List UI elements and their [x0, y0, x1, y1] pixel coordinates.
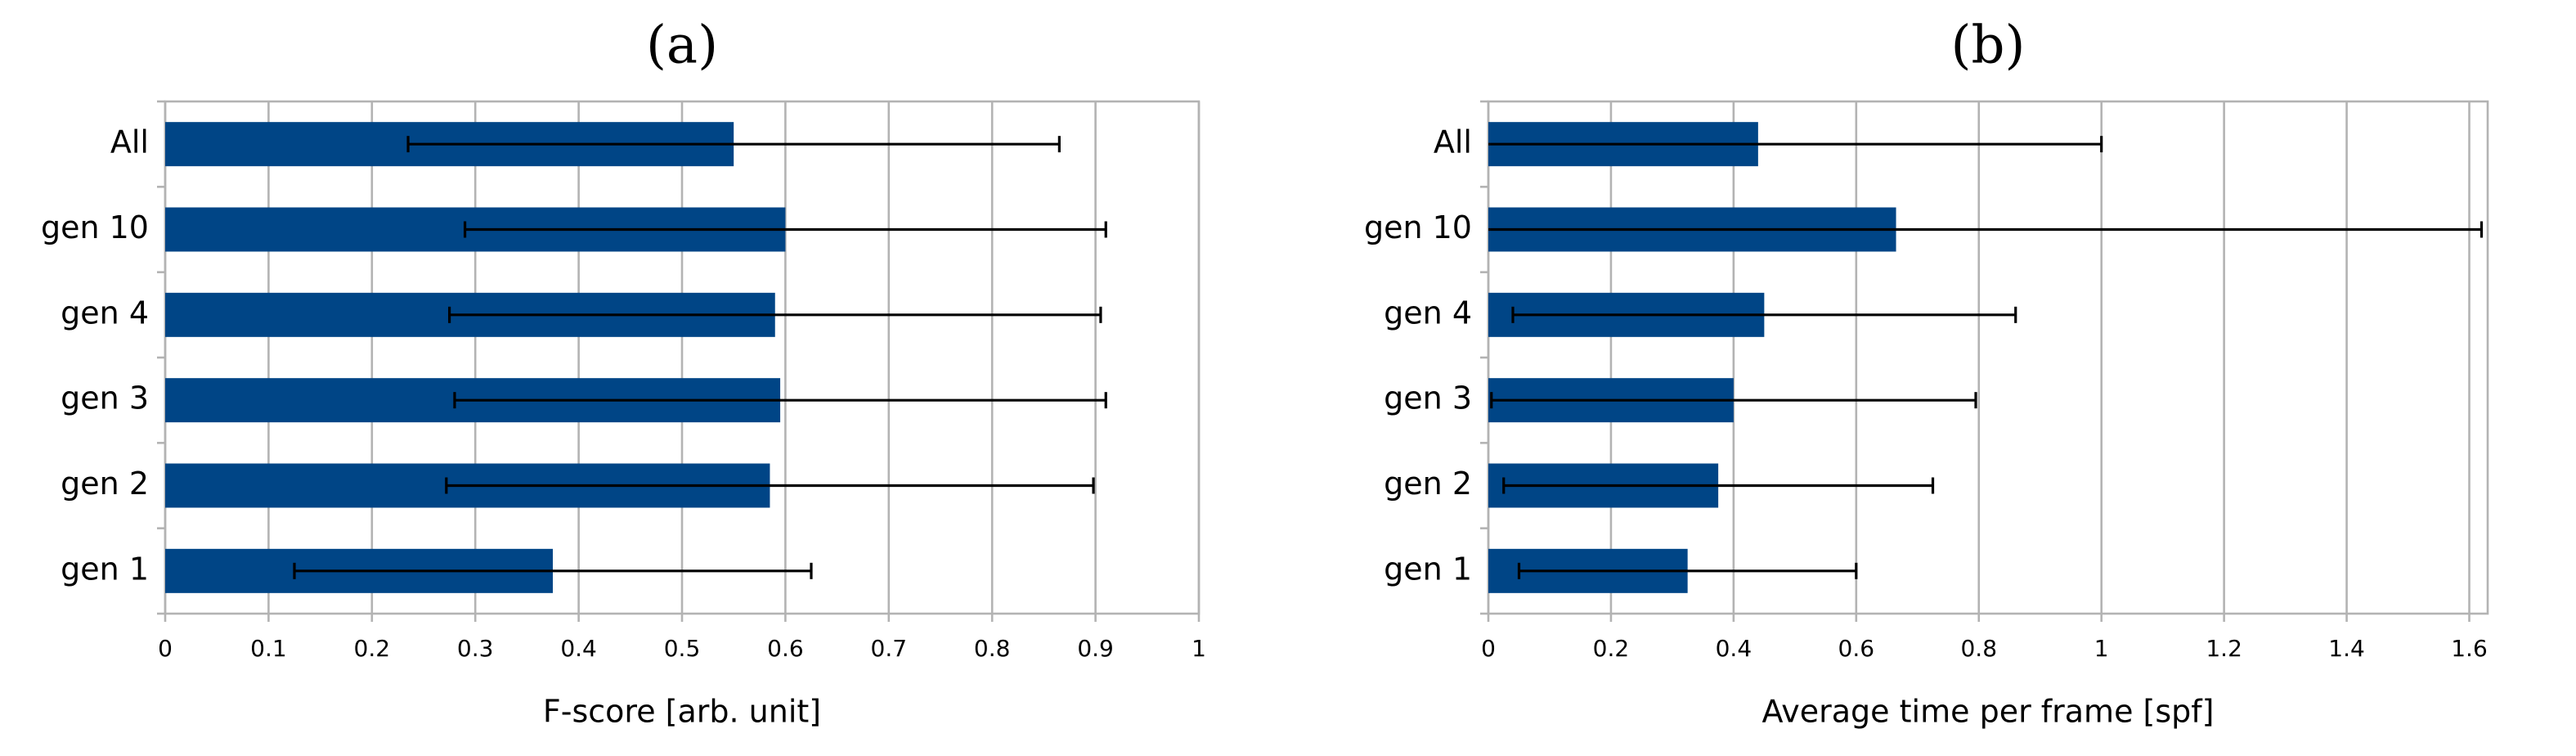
- y-tick-label: gen 3: [1384, 380, 1472, 416]
- y-tick-label: gen 1: [61, 551, 149, 587]
- error-bar: [453, 392, 1107, 409]
- bars: [1488, 122, 2484, 593]
- error-bar: [463, 221, 1107, 238]
- error-bar: [1488, 136, 2103, 153]
- x-tick-label: 0.6: [767, 635, 804, 662]
- x-tick-label: 1: [1192, 635, 1206, 662]
- plot-border: [1487, 100, 2489, 615]
- x-tick-label: 0.6: [1838, 635, 1875, 662]
- x-tick-label: 0.3: [457, 635, 494, 662]
- y-tick-label: gen 4: [61, 295, 149, 331]
- x-tick-label: 0.8: [974, 635, 1011, 662]
- x-tick-label: 0.5: [664, 635, 701, 662]
- error-bar: [1517, 562, 1858, 579]
- x-tick-label: 0: [1481, 635, 1496, 662]
- y-tick-label: gen 2: [61, 466, 149, 502]
- chart-title: (b): [1951, 16, 2026, 76]
- x-axis-label: F-score [arb. unit]: [543, 694, 821, 730]
- x-tick-label: 0.4: [560, 635, 597, 662]
- y-tick-label: gen 2: [1384, 466, 1472, 502]
- x-tick-label: 1.6: [2451, 635, 2488, 662]
- y-tick-label: gen 4: [1384, 295, 1472, 331]
- bars: [165, 122, 1107, 593]
- x-axis-label: Average time per frame [spf]: [1762, 694, 2215, 730]
- y-tick-label: All: [1434, 124, 1472, 160]
- x-tick-label: 0.8: [1960, 635, 1997, 662]
- x-tick-label: 0.2: [1593, 635, 1630, 662]
- error-bar: [1502, 477, 1935, 494]
- x-tick-label: 0.9: [1077, 635, 1114, 662]
- chart-title: (a): [646, 16, 718, 76]
- plot: [1480, 100, 2489, 622]
- error-bar: [1490, 392, 1977, 409]
- x-tick-label: 0: [158, 635, 173, 662]
- y-tick-label: All: [110, 124, 149, 160]
- error-bar: [1511, 306, 2017, 323]
- error-bar: [406, 136, 1061, 153]
- x-tick-label: 1: [2094, 635, 2109, 662]
- x-tick-label: 1.4: [2328, 635, 2365, 662]
- x-tick-label: 1.2: [2206, 635, 2242, 662]
- x-tick-label: 0.4: [1716, 635, 1752, 662]
- x-tick-label: 0.2: [354, 635, 391, 662]
- y-tick-label: gen 10: [1364, 209, 1472, 245]
- y-tick-label: gen 1: [1384, 551, 1472, 587]
- error-bar: [1488, 221, 2484, 238]
- plot: [157, 100, 1200, 622]
- error-bar: [445, 477, 1095, 494]
- y-tick-label: gen 3: [61, 380, 149, 416]
- x-tick-label: 0.7: [871, 635, 908, 662]
- y-tick-label: gen 10: [41, 209, 149, 245]
- error-bar: [293, 562, 813, 579]
- x-tick-label: 0.1: [250, 635, 287, 662]
- error-bar: [447, 306, 1102, 323]
